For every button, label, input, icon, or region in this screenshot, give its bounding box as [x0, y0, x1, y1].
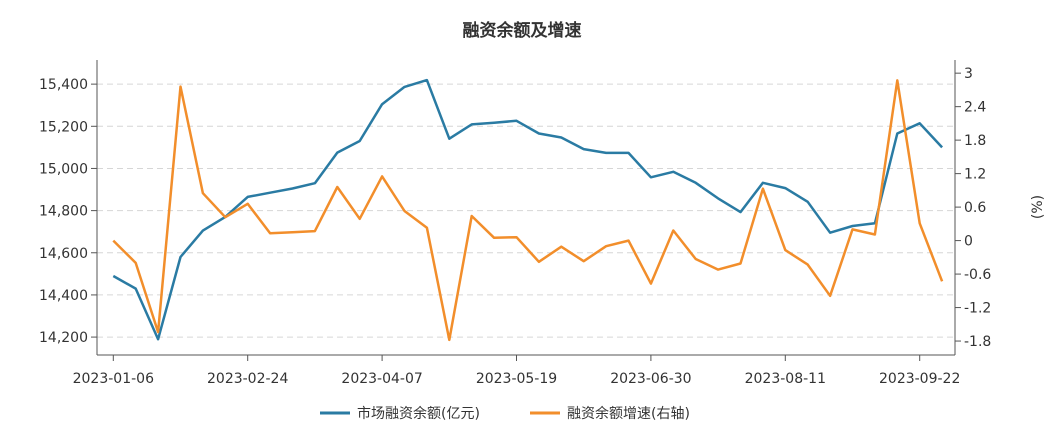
left-tick-label: 15,400 [39, 77, 88, 93]
gridlines [97, 83, 955, 338]
right-tick-label: -0.6 [964, 267, 991, 283]
legend-item-1[interactable]: 市场融资余额(亿元) [320, 405, 480, 422]
series-lines [112, 78, 944, 342]
chart-title: 融资余额及增速 [463, 20, 582, 41]
legend: 市场融资余额(亿元) 融资余额增速(右轴) [320, 405, 690, 422]
left-tick-label: 14,200 [39, 330, 88, 346]
x-tick-label: 2023-09-22 [879, 371, 960, 387]
left-tick-label: 15,000 [39, 161, 88, 177]
left-tick-label: 14,400 [39, 288, 88, 304]
series-line-2 [112, 79, 944, 342]
right-tick-label: 1.8 [964, 133, 986, 149]
legend-label: 市场融资余额(亿元) [357, 405, 480, 422]
right-tick-label: 1.2 [964, 167, 986, 183]
right-axis-label: (%) [1030, 195, 1044, 219]
right-tick-label: -1.8 [964, 334, 991, 350]
right-tick-label: 0.6 [964, 200, 986, 216]
legend-label: 融资余额增速(右轴) [567, 405, 690, 422]
x-tick-label: 2023-02-24 [207, 371, 288, 387]
x-tick-label: 2023-04-07 [341, 371, 422, 387]
x-tick-label: 2023-05-19 [476, 371, 557, 387]
left-tick-label: 15,200 [39, 119, 88, 135]
x-tick-label: 2023-06-30 [610, 371, 691, 387]
x-tick-label: 2023-08-11 [745, 371, 826, 387]
axes: 14,200 14,400 14,600 14,800 15,000 15,200 15,4… [39, 60, 991, 387]
right-tick-label: 3 [964, 66, 973, 82]
right-tick-label: -1.2 [964, 301, 991, 317]
left-tick-label: 14,600 [39, 246, 88, 262]
right-tick-label: 2.4 [964, 100, 986, 116]
right-tick-label: 0 [964, 234, 973, 250]
left-tick-label: 14,800 [39, 204, 88, 220]
x-tick-label: 2023-01-06 [73, 371, 154, 387]
legend-item-2[interactable]: 融资余额增速(右轴) [530, 405, 690, 422]
series-line-1 [112, 78, 944, 341]
